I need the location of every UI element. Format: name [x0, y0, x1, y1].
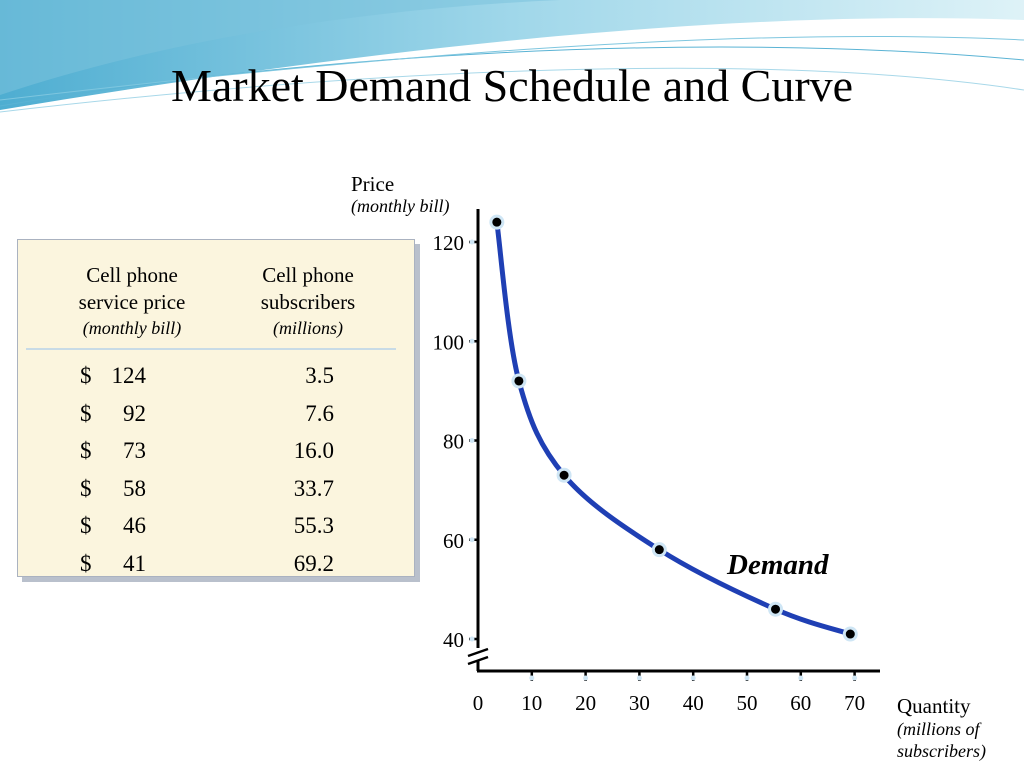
demand-label: Demand	[726, 549, 829, 581]
x-tick-label: 70	[844, 691, 865, 715]
price-cell: 58	[123, 475, 146, 501]
currency-symbol: $	[80, 438, 92, 463]
y-tick: 80	[443, 430, 478, 454]
table-body: $ 124 3.5 $ 92 7.6 $ 73 16.0 $ 58 33.7 $…	[18, 357, 416, 582]
subscribers-cell: 16.0	[293, 438, 334, 463]
y-tick-label: 60	[443, 529, 464, 553]
x-tick-dot	[744, 675, 750, 681]
x-tick-dot	[852, 675, 858, 681]
demand-point	[651, 542, 667, 558]
price-cell: 73	[123, 438, 146, 463]
x-axis-subtitle-line1: (millions of	[897, 719, 983, 740]
y-tick-label: 80	[443, 430, 464, 454]
demand-point-marker	[771, 604, 781, 614]
x-tick-label: 30	[629, 691, 650, 715]
subscribers-cell: 7.6	[305, 400, 334, 426]
demand-point-marker	[514, 376, 524, 386]
x-tick-dot	[529, 675, 535, 681]
demand-point	[489, 214, 505, 230]
currency-symbol: $	[80, 400, 92, 426]
y-tick-label: 120	[433, 231, 465, 255]
x-tick: 40	[683, 671, 704, 715]
price-cell: 41	[123, 550, 146, 576]
y-tick-dot	[469, 239, 475, 245]
demand-point	[842, 626, 858, 642]
subs-header-sub: (millions)	[273, 318, 343, 338]
price-cell: 124	[111, 363, 147, 388]
demand-point-marker	[654, 545, 664, 555]
y-tick-dot	[469, 438, 475, 443]
demand-point	[768, 601, 784, 617]
currency-symbol: $	[80, 475, 92, 501]
y-axis-subtitle: (monthly bill)	[351, 196, 449, 217]
y-tick: 60	[443, 529, 478, 553]
x-tick: 30	[629, 671, 650, 715]
y-tick-dot	[469, 636, 475, 642]
demand-points	[489, 214, 858, 642]
price-header-sub: (monthly bill)	[82, 318, 182, 338]
demand-schedule-table: Cell phone service price (monthly bill) …	[17, 239, 415, 577]
table-row: $ 58 33.7	[18, 470, 416, 508]
demand-point	[556, 467, 572, 483]
header-divider	[26, 348, 396, 350]
x-tick-dot	[636, 675, 642, 681]
price-cell: 92	[123, 400, 146, 426]
x-axis-ticks: 0 10 20 30 40 50 60 70	[473, 671, 865, 715]
table-row: $ 73 16.0	[18, 432, 416, 470]
table-row: $ 41 69.2	[18, 545, 416, 583]
table-row: $ 124 3.5	[18, 357, 416, 395]
x-tick: 60	[790, 671, 811, 715]
currency-symbol: $	[80, 550, 92, 576]
price-header-line1: Cell phone	[86, 263, 178, 287]
y-axis-title: Price	[351, 172, 394, 196]
x-tick: 0	[473, 691, 484, 715]
price-cell: 46	[123, 513, 146, 538]
x-tick-dot	[583, 675, 589, 681]
x-axis-subtitle-line2: subscribers)	[897, 741, 986, 762]
y-axis-ticks: 40 60 80 100 120	[433, 231, 478, 652]
x-tick-label: 50	[737, 691, 758, 715]
y-tick-label: 100	[433, 330, 465, 354]
x-tick-dot	[798, 675, 804, 681]
table-row: $ 92 7.6	[18, 395, 416, 433]
x-tick: 70	[844, 671, 865, 715]
table-row: $ 46 55.3	[18, 507, 416, 545]
x-tick: 50	[737, 671, 758, 715]
subscribers-column-header: Cell phone subscribers (millions)	[228, 262, 388, 340]
y-tick: 120	[433, 231, 478, 255]
subscribers-cell: 3.5	[305, 363, 334, 388]
y-tick-dot	[469, 537, 475, 543]
demand-point-marker	[559, 470, 569, 480]
y-tick: 40	[443, 628, 478, 652]
y-tick-label: 40	[443, 628, 464, 652]
axis-break-mark	[467, 647, 490, 666]
y-tick: 100	[433, 330, 478, 354]
demand-point-marker	[492, 217, 502, 227]
x-axis-title: Quantity	[897, 694, 971, 718]
price-column-header: Cell phone service price (monthly bill)	[52, 262, 212, 340]
currency-symbol: $	[80, 513, 92, 538]
x-tick: 20	[575, 671, 596, 715]
x-tick: 10	[521, 671, 542, 715]
x-tick-label: 20	[575, 691, 596, 715]
subs-header-line1: Cell phone	[262, 263, 354, 287]
demand-point	[511, 373, 527, 389]
header-swoosh-decoration	[0, 0, 1024, 113]
subscribers-cell: 33.7	[293, 475, 334, 501]
currency-symbol: $	[80, 363, 92, 388]
x-tick-dot	[690, 675, 696, 681]
y-tick-dot	[469, 338, 475, 344]
x-tick-label: 40	[683, 691, 704, 715]
subs-header-line2: subscribers	[260, 290, 356, 314]
slide-title: Market Demand Schedule and Curve	[170, 60, 854, 111]
price-header-line2: service price	[78, 290, 186, 314]
demand-point-marker	[845, 629, 855, 639]
x-tick-label: 10	[521, 691, 542, 715]
subscribers-cell: 55.3	[293, 513, 334, 538]
x-tick-label: 60	[790, 691, 811, 715]
x-tick-label: 0	[473, 691, 484, 715]
subscribers-cell: 69.2	[293, 550, 334, 576]
